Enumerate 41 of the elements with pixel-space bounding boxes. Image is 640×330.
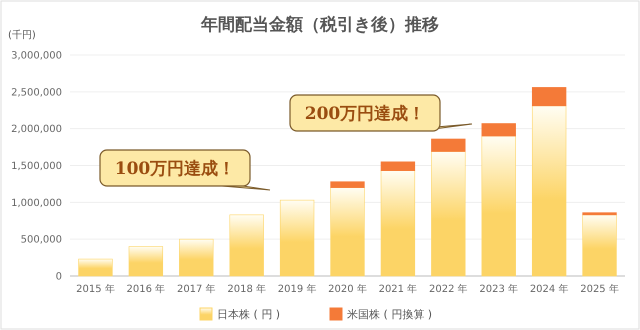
x-tick-label: 2017 年 — [176, 283, 216, 295]
annotation: 100万円達成！ — [114, 158, 236, 179]
y-tick-label: 3,000,000 — [11, 50, 62, 62]
bar — [78, 258, 113, 276]
x-tick-label: 2023 年 — [479, 283, 518, 295]
bar — [482, 136, 516, 276]
legend-label: 日本株 ( 円 ) — [217, 308, 280, 321]
x-tick-label: 2016 年 — [126, 283, 166, 295]
y-tick-label: 0 — [56, 272, 62, 282]
x-tick-label: 2025 年 — [580, 283, 619, 295]
x-tick-label: 2024 年 — [530, 283, 568, 295]
bar — [330, 181, 365, 188]
annotation: 200万円達成！ — [304, 104, 426, 124]
bar — [280, 200, 314, 276]
bar — [532, 106, 566, 276]
y-axis-title: (千円) — [8, 29, 36, 41]
bar — [229, 214, 264, 276]
bar — [380, 162, 416, 171]
x-tick-label: 2021 年 — [378, 283, 418, 295]
legend-label: 米国株 ( 円換算 ) — [347, 308, 432, 321]
x-tick-label: 2015 年 — [76, 283, 115, 295]
chart-title: 年間配当金額（税引き後）推移 — [200, 15, 439, 35]
bar — [179, 238, 214, 276]
bar — [128, 246, 164, 276]
bar — [431, 138, 466, 152]
bar — [482, 123, 516, 136]
bar — [532, 87, 566, 106]
bar — [330, 187, 365, 276]
y-tick-label: 2,000,000 — [11, 124, 62, 136]
y-tick-label: 500,000 — [20, 234, 62, 246]
y-tick-label: 1,500,000 — [11, 161, 62, 172]
bar — [582, 214, 617, 276]
y-tick-label: 1,000,000 — [11, 198, 62, 209]
bar — [431, 151, 466, 276]
x-tick-label: 2022 年 — [428, 283, 468, 295]
y-tick-label: 2,500,000 — [11, 87, 62, 98]
x-tick-label: 2018 年 — [227, 283, 266, 295]
x-tick-label: 2019 年 — [278, 283, 316, 295]
x-tick-label: 2020 年 — [328, 283, 367, 295]
bar — [582, 212, 617, 216]
bar — [380, 170, 416, 276]
